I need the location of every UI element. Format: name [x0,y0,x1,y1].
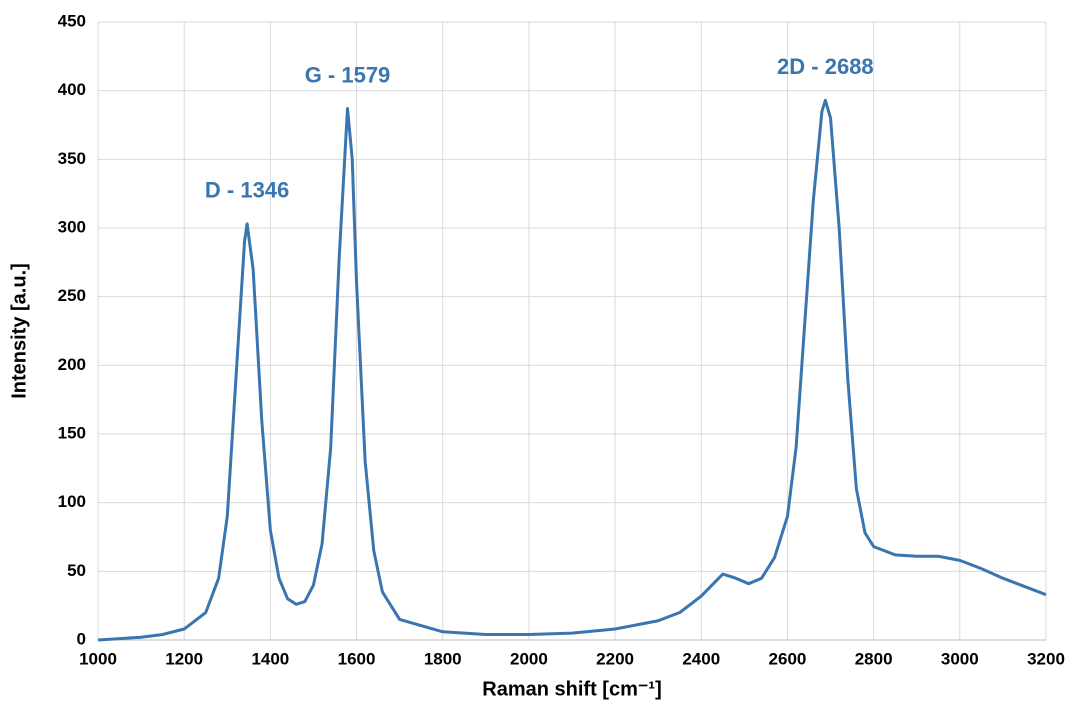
x-tick-label: 2000 [510,649,548,668]
y-tick-label: 250 [58,286,86,305]
y-tick-label: 450 [58,11,86,30]
x-tick-label: 2200 [596,649,634,668]
y-tick-label: 100 [58,492,86,511]
x-tick-label: 3000 [941,649,979,668]
x-tick-label: 1000 [79,649,117,668]
x-tick-label: 2400 [682,649,720,668]
x-tick-label: 2600 [769,649,807,668]
y-tick-label: 350 [58,149,86,168]
x-tick-label: 1800 [424,649,462,668]
x-tick-label: 2800 [855,649,893,668]
y-tick-label: 50 [67,561,86,580]
y-axis-label: Intensity [a.u.] [8,263,30,399]
x-tick-label: 3200 [1027,649,1065,668]
x-tick-label: 1200 [165,649,203,668]
x-axis-label: Raman shift [cm⁻¹] [482,678,661,700]
x-tick-label: 1600 [338,649,376,668]
y-tick-label: 150 [58,423,86,442]
annotation: G - 1579 [305,62,391,87]
annotation: 2D - 2688 [777,54,874,79]
y-tick-label: 400 [58,80,86,99]
data-line [97,98,1047,642]
x-tick-label: 1400 [251,649,289,668]
y-tick-label: 0 [77,629,86,648]
y-tick-label: 200 [58,355,86,374]
annotation: D - 1346 [205,178,289,203]
y-tick-label: 300 [58,217,86,236]
